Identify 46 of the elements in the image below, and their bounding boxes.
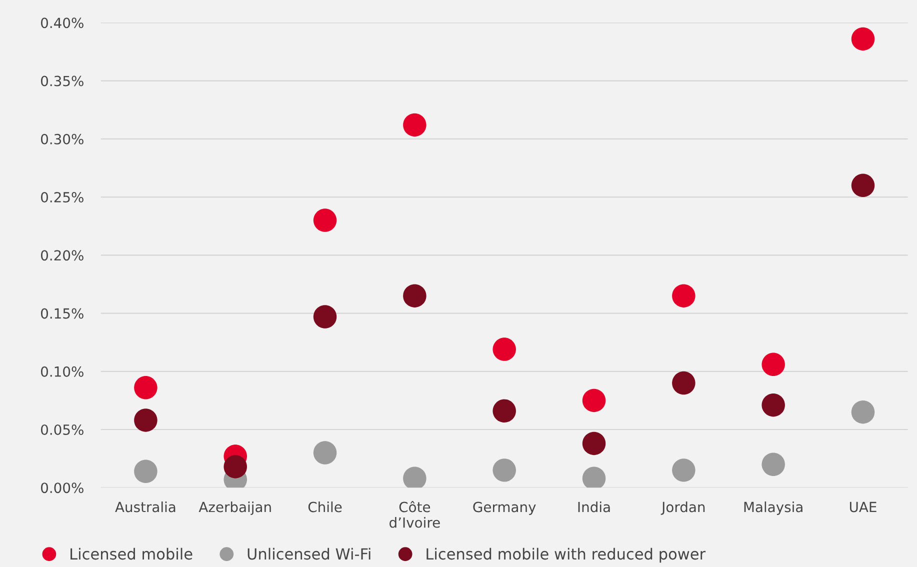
point: [851, 400, 875, 424]
point: [134, 460, 158, 483]
point: [762, 352, 785, 376]
x-tick-label: Australia: [115, 502, 176, 512]
y-tick-label: 0.40%: [41, 18, 84, 28]
point: [582, 466, 606, 488]
point: [403, 113, 426, 137]
x-tick-label: UAE: [850, 502, 876, 512]
point: [224, 455, 247, 478]
y-tick-label: 0.30%: [41, 134, 84, 144]
y-tick-label: 0.00%: [41, 482, 84, 494]
point: [492, 338, 516, 361]
point: [313, 305, 337, 328]
y-tick-label: 0.05%: [41, 424, 84, 435]
y-tick-label: 0.20%: [41, 250, 84, 261]
x-tick-label: Germany: [473, 502, 536, 515]
x-tick-label: Jordan: [660, 502, 705, 515]
y-tick-label: 0.25%: [41, 192, 84, 203]
legend-label: Licensed mobile with reduced power: [426, 548, 706, 563]
point: [134, 376, 158, 400]
point: [582, 432, 606, 456]
point: [403, 284, 426, 308]
point: [492, 399, 516, 423]
point: [672, 284, 696, 308]
legend-label: Unlicensed Wi-Fi: [248, 548, 370, 560]
x-tick-label: Azerbaijan: [198, 502, 271, 515]
point: [851, 174, 875, 198]
x-tick-label: Côte d’Ivoire: [390, 500, 440, 528]
point: [582, 388, 606, 412]
point: [134, 408, 158, 432]
point: [313, 441, 337, 464]
y-tick-label: 0.35%: [41, 76, 84, 86]
point: [672, 458, 696, 482]
x-tick-label: Malaysia: [744, 502, 802, 515]
point: [762, 393, 785, 417]
x-tick-label: Chile: [308, 502, 342, 512]
point: [672, 371, 696, 395]
point: [851, 27, 875, 51]
x-tick-label: India: [578, 502, 610, 512]
point: [313, 208, 337, 232]
point: [492, 458, 516, 482]
y-tick-label: 0.10%: [41, 366, 84, 377]
y-tick-label: 0.15%: [41, 308, 84, 319]
legend-label: Licensed mobile: [70, 548, 192, 560]
point: [403, 466, 426, 488]
point: [762, 452, 785, 476]
